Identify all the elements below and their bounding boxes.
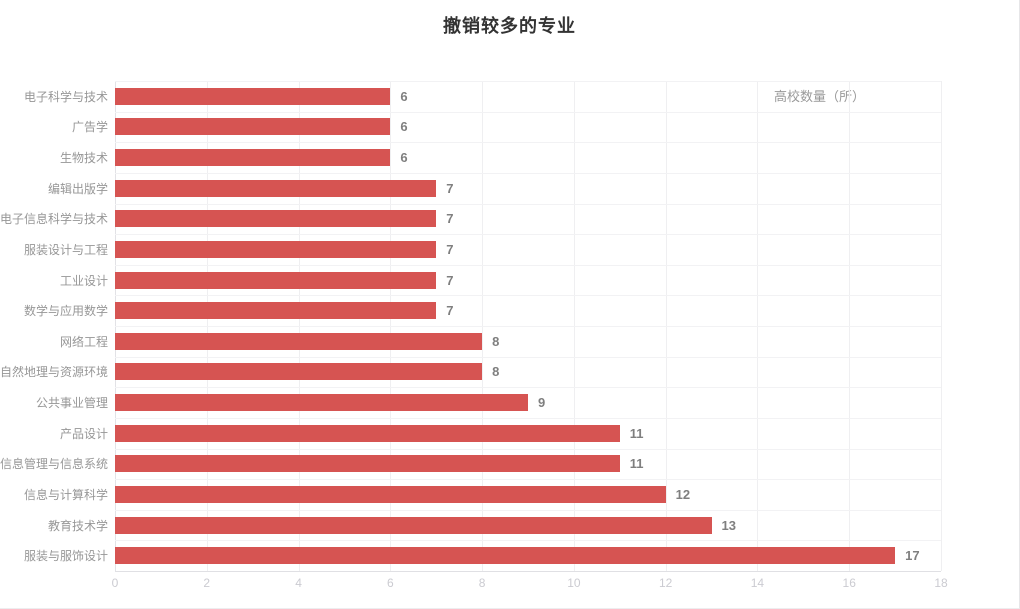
- bar-row: 7: [115, 234, 941, 265]
- bar-row: 12: [115, 479, 941, 510]
- category-label: 数学与应用数学: [23, 304, 108, 319]
- bar: [115, 424, 620, 442]
- bar: [115, 271, 437, 289]
- bar-row: 11: [115, 449, 941, 480]
- grid-line-horizontal: [115, 81, 941, 82]
- category-label: 电子科学与技术: [23, 89, 108, 104]
- grid-line-horizontal: [115, 417, 941, 419]
- plot-area: 6 6 6 7 7 7 7 7 8 8 9 11 11 12 13 17: [115, 81, 942, 572]
- value-label: 11: [629, 425, 644, 441]
- grid-line-horizontal: [115, 172, 941, 174]
- bar-row: 13: [115, 510, 941, 541]
- value-label: 8: [492, 333, 500, 349]
- category-label: 信息与计算科学: [23, 487, 108, 502]
- legend-label: 高校数量（所）: [774, 89, 866, 104]
- x-tick-label: 4: [295, 576, 302, 590]
- category-label: 产品设计: [59, 426, 108, 441]
- grid-line-horizontal: [115, 509, 941, 511]
- bar: [115, 394, 528, 412]
- grid-line-horizontal: [115, 203, 941, 205]
- bar: [115, 240, 437, 258]
- grid-line-horizontal: [115, 142, 941, 144]
- bar: [115, 485, 666, 503]
- value-label: 6: [400, 88, 408, 104]
- bar-row: 9: [115, 387, 941, 418]
- category-label: 信息管理与信息系统: [0, 457, 108, 472]
- grid-line-horizontal: [115, 387, 941, 389]
- bar: [115, 179, 437, 197]
- bar: [115, 118, 391, 136]
- bar: [115, 547, 896, 565]
- category-axis-labels: 电子科学与技术广告学生物技术编辑出版学电子信息科学与技术服装设计与工程工业设计数…: [0, 81, 108, 571]
- grid-line-horizontal: [115, 326, 941, 327]
- bar-row: 6: [115, 142, 941, 173]
- category-label: 工业设计: [59, 273, 108, 288]
- bar: [115, 516, 712, 534]
- value-label: 17: [905, 548, 920, 564]
- value-label: 8: [492, 364, 500, 380]
- category-label: 服装与服饰设计: [23, 549, 108, 564]
- value-label: 6: [400, 119, 408, 135]
- bar-row: 7: [115, 173, 941, 204]
- grid-line-horizontal: [115, 111, 941, 113]
- bar: [115, 332, 483, 350]
- value-label: 6: [400, 150, 408, 166]
- x-tick-label: 18: [934, 576, 948, 590]
- category-label: 生物技术: [59, 151, 108, 166]
- bar: [115, 149, 391, 167]
- bar: [115, 210, 437, 228]
- grid-line-horizontal: [115, 234, 941, 236]
- value-label: 12: [675, 486, 691, 502]
- category-label: 编辑出版学: [47, 181, 108, 196]
- bar: [115, 455, 620, 473]
- category-label: 教育技术学: [47, 518, 108, 533]
- bar-row: 8: [115, 326, 941, 357]
- value-label: 9: [538, 395, 546, 411]
- grid-line-vertical: [941, 81, 942, 571]
- category-label: 电子信息科学与技术: [0, 212, 108, 227]
- value-label: 13: [721, 517, 737, 533]
- grid-line-horizontal: [115, 479, 941, 481]
- bar: [115, 302, 437, 320]
- x-tick-label: 2: [203, 576, 211, 590]
- value-label: 7: [446, 180, 454, 196]
- grid-line-horizontal: [115, 540, 941, 542]
- bar-row: 6: [115, 112, 941, 143]
- bar: [115, 363, 483, 381]
- bar-row: 7: [115, 295, 941, 326]
- x-tick-label: 12: [658, 576, 673, 590]
- bar-row: 17: [115, 540, 941, 571]
- chart-title: 撤销较多的专业: [443, 16, 576, 36]
- bar: [115, 87, 391, 105]
- bar-row: 8: [115, 357, 941, 388]
- grid-line-horizontal: [115, 448, 941, 450]
- bar-row: 7: [115, 265, 941, 296]
- category-label: 网络工程: [59, 334, 108, 349]
- x-axis-line: [115, 571, 941, 572]
- value-label: 7: [446, 303, 454, 319]
- x-tick-label: 14: [750, 576, 765, 590]
- x-tick-label: 16: [842, 576, 856, 590]
- category-label: 公共事业管理: [35, 396, 108, 411]
- category-label: 广告学: [71, 120, 108, 135]
- category-label: 服装设计与工程: [23, 242, 108, 257]
- value-label: 7: [446, 272, 454, 288]
- value-label: 11: [629, 456, 644, 472]
- value-label: 7: [446, 241, 454, 257]
- bar-row: 6: [115, 81, 941, 112]
- grid-line-horizontal: [115, 295, 941, 297]
- value-label: 7: [446, 211, 454, 227]
- grid-line-horizontal: [115, 356, 941, 358]
- x-tick-label: 10: [567, 576, 581, 590]
- x-tick-label: 8: [478, 576, 486, 590]
- x-tick-label: 0: [111, 576, 119, 590]
- x-tick-label: 6: [386, 576, 394, 590]
- grid-line-horizontal: [115, 264, 941, 266]
- bar-rows: 6 6 6 7 7 7 7 7 8 8 9 11 11 12 13 17: [115, 81, 941, 571]
- bar-row: 7: [115, 204, 941, 235]
- category-label: 自然地理与资源环境: [0, 365, 108, 380]
- bar-row: 11: [115, 418, 941, 449]
